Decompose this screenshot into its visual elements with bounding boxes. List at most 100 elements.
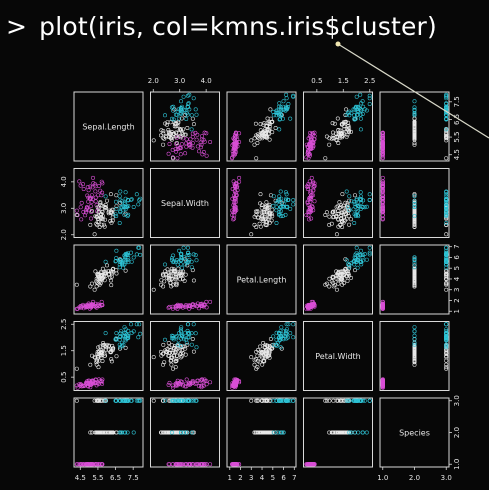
data-point <box>352 117 357 122</box>
data-point <box>412 349 417 354</box>
data-point <box>412 340 417 345</box>
data-point <box>353 212 358 217</box>
data-point <box>444 257 449 262</box>
data-point <box>98 276 103 281</box>
data-point <box>276 335 281 340</box>
data-point <box>330 130 335 135</box>
data-point <box>107 271 112 276</box>
data-point <box>331 398 336 403</box>
data-point <box>271 109 276 114</box>
tick-label: 2.0 <box>60 229 68 240</box>
data-point <box>107 208 112 213</box>
data-point <box>268 107 273 112</box>
data-point <box>231 462 236 467</box>
data-point <box>171 104 176 109</box>
data-point <box>255 209 260 214</box>
data-point <box>349 430 354 435</box>
data-point <box>83 210 88 215</box>
data-point <box>323 398 328 403</box>
data-point <box>273 198 278 203</box>
data-point <box>170 383 175 388</box>
data-point <box>412 201 417 206</box>
data-point <box>78 304 83 309</box>
data-point <box>123 398 128 403</box>
data-point <box>136 335 141 340</box>
data-point <box>254 225 259 230</box>
data-point <box>444 104 449 109</box>
data-point <box>412 200 417 205</box>
data-point <box>195 301 200 306</box>
data-point <box>231 217 236 222</box>
data-point <box>263 131 268 136</box>
data-point <box>97 209 102 214</box>
data-point <box>175 302 180 307</box>
data-point <box>111 346 116 351</box>
data-point <box>129 197 134 202</box>
data-point <box>254 398 259 403</box>
data-point <box>182 344 187 349</box>
data-point <box>166 353 171 358</box>
data-point <box>103 194 108 199</box>
data-point <box>352 193 357 198</box>
data-point <box>444 351 449 356</box>
data-point <box>193 107 198 112</box>
data-point <box>276 112 281 117</box>
data-point <box>412 284 417 289</box>
data-point <box>444 202 449 207</box>
data-point <box>103 217 108 222</box>
data-point <box>174 281 179 286</box>
data-point <box>114 214 119 219</box>
data-point <box>270 346 275 351</box>
data-point <box>232 152 237 157</box>
data-point <box>279 204 284 209</box>
data-point <box>258 122 263 127</box>
data-point <box>172 344 177 349</box>
data-point <box>96 345 101 350</box>
data-point <box>171 253 176 258</box>
data-point <box>173 359 178 364</box>
data-point <box>77 462 82 467</box>
data-point <box>336 209 341 214</box>
panel-frame <box>303 397 373 468</box>
data-point <box>444 331 449 336</box>
data-point <box>175 462 180 467</box>
data-point <box>280 214 285 219</box>
data-point <box>340 219 345 224</box>
data-point <box>271 430 276 435</box>
data-point <box>329 279 334 284</box>
data-point <box>267 120 272 125</box>
data-point <box>93 214 98 219</box>
tick-label: 4 <box>260 474 265 482</box>
data-point <box>349 261 354 266</box>
data-point <box>232 137 237 142</box>
data-point <box>412 215 417 220</box>
tick-label: 2.0 <box>409 474 420 482</box>
data-point <box>339 122 344 127</box>
data-point <box>348 129 353 134</box>
data-point <box>355 398 360 403</box>
tick-label: 1.0 <box>377 474 388 482</box>
data-point <box>131 430 136 435</box>
data-point <box>412 134 417 139</box>
data-point <box>78 183 83 188</box>
data-point <box>179 99 184 104</box>
data-point <box>118 331 123 336</box>
data-point <box>336 281 341 286</box>
data-point <box>173 274 178 279</box>
data-point <box>93 195 98 200</box>
data-point <box>159 282 164 287</box>
data-point <box>412 359 417 364</box>
data-point <box>380 378 385 383</box>
data-point <box>184 337 189 342</box>
data-point <box>185 328 190 333</box>
panel-frame <box>73 91 144 162</box>
data-point <box>187 335 192 340</box>
data-point <box>412 207 417 212</box>
data-point <box>166 305 171 310</box>
data-point <box>185 260 190 265</box>
data-point <box>281 99 286 104</box>
data-point <box>252 358 257 363</box>
data-point <box>277 194 282 199</box>
data-point <box>344 398 349 403</box>
data-point <box>96 205 101 210</box>
